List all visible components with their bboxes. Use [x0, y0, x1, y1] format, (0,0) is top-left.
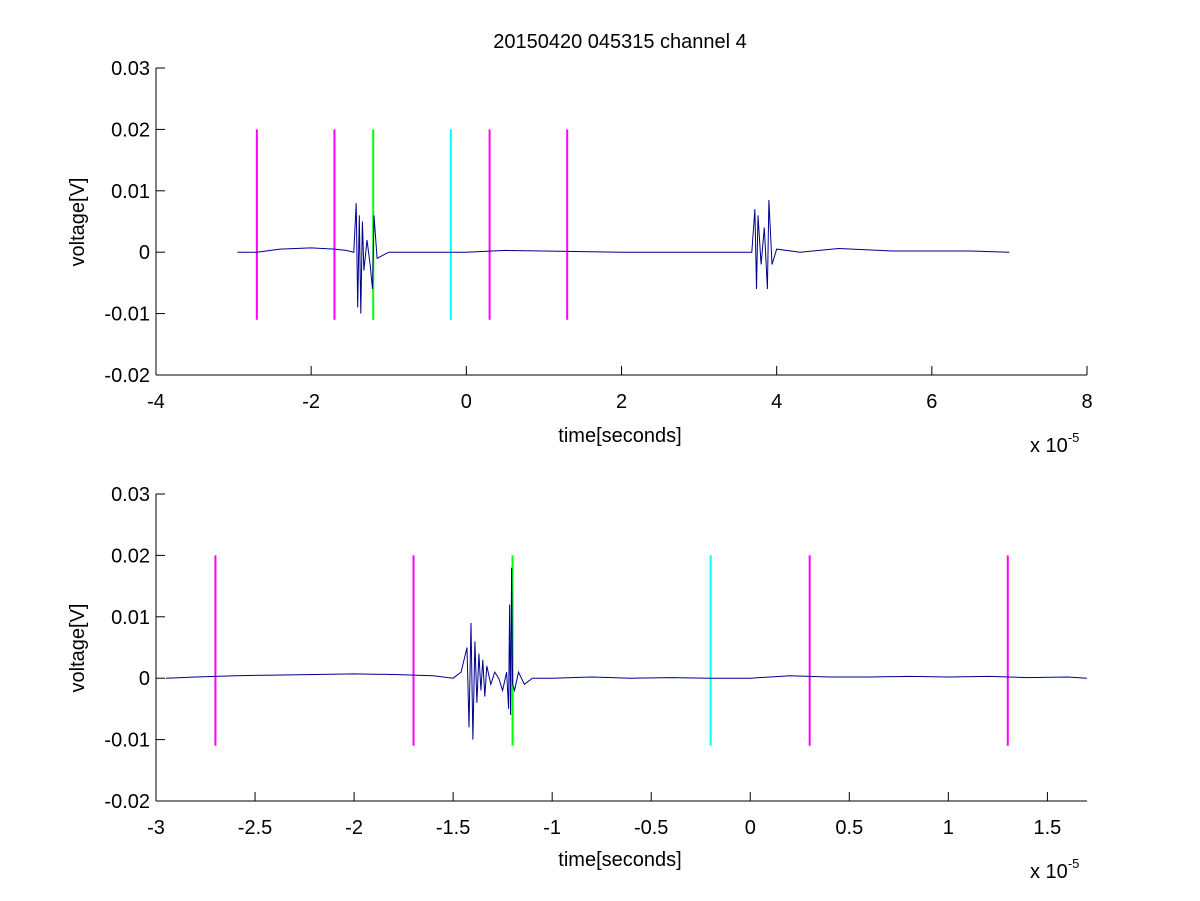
bottom-panel-y-tick-label: 0.01 [111, 607, 150, 629]
bottom-panel-x-tick-label: 0 [745, 817, 756, 839]
top-panel-x-tick-label: 6 [926, 391, 937, 413]
top-panel-y-tick-label: 0 [139, 242, 150, 264]
top-panel-y-tick-label: 0.01 [111, 181, 150, 203]
top-panel-x-tick-label: -4 [147, 391, 165, 413]
top-panel-y-tick-label: 0.02 [111, 119, 150, 141]
bottom-panel: -3 -2.5 -2 -1.5 -1 -0.5 0 0.5 1 1.5 -0.02 -0.01 0 0.0… [67, 484, 1088, 883]
top-panel-x-exponent-base: x 10 [1030, 435, 1068, 457]
bottom-panel-ticks: -3 -2.5 -2 -1.5 -1 -0.5 0 0.5 1 1.5 -0.02 -0.01 0 0.0… [104, 484, 1061, 839]
top-panel-x-exponent: x 10-5 [1030, 430, 1079, 457]
bottom-panel-y-tick-label: -0.01 [104, 730, 150, 752]
bottom-panel-axes [155, 494, 1087, 802]
top-panel-markers [255, 129, 569, 320]
bottom-panel-markers [214, 555, 1009, 746]
bottom-panel-signal [165, 567, 1088, 740]
top-panel-ticks: -4 -2 0 2 4 6 8 -0.02 -0.01 0 0.01 0.02 0.03 [104, 58, 1092, 413]
top-panel-signal [237, 199, 1010, 314]
bottom-panel-x-exponent: x 10-5 [1030, 856, 1079, 883]
bottom-panel-y-tick-label: -0.02 [104, 791, 150, 813]
top-panel: -4 -2 0 2 4 6 8 -0.02 -0.01 0 0.01 0.02 0.03 time[se… [67, 58, 1093, 457]
bottom-panel-x-tick-label: -1 [543, 817, 561, 839]
top-panel-y-tick-label: 0.03 [111, 58, 150, 80]
top-panel-y-tick-label: -0.02 [104, 365, 150, 387]
top-panel-x-tick-label: 2 [616, 391, 627, 413]
bottom-panel-x-tick-label: 1 [943, 817, 954, 839]
bottom-panel-x-tick-label: -0.5 [634, 817, 668, 839]
bottom-panel-x-exponent-base: x 10 [1030, 861, 1068, 883]
bottom-panel-x-tick-label: -1.5 [436, 817, 470, 839]
bottom-panel-y-axis-label: voltage[V] [67, 604, 89, 693]
top-panel-x-exponent-power: -5 [1068, 430, 1080, 445]
bottom-panel-x-tick-label: 1.5 [1033, 817, 1061, 839]
bottom-panel-x-tick-label: -2.5 [238, 817, 272, 839]
top-panel-x-tick-label: 8 [1081, 391, 1092, 413]
top-panel-y-axis-label: voltage[V] [67, 178, 89, 267]
top-panel-x-axis-label: time[seconds] [558, 425, 681, 447]
top-panel-signal-line [237, 199, 1010, 314]
bottom-panel-y-tick-label: 0 [139, 668, 150, 690]
bottom-panel-x-tick-label: -2 [345, 817, 363, 839]
bottom-panel-y-tick-label: 0.02 [111, 545, 150, 567]
bottom-panel-x-exponent-power: -5 [1068, 856, 1080, 871]
bottom-panel-x-axis-label: time[seconds] [558, 849, 681, 871]
bottom-panel-y-tick-label: 0.03 [111, 484, 150, 506]
top-panel-x-tick-label: 4 [771, 391, 782, 413]
top-panel-x-tick-label: 0 [461, 391, 472, 413]
figure-title: 20150420 045315 channel 4 [493, 31, 747, 53]
top-panel-x-tick-label: -2 [302, 391, 320, 413]
bottom-panel-signal-line [165, 567, 1088, 740]
bottom-panel-x-tick-label: -3 [147, 817, 165, 839]
top-panel-y-tick-label: -0.01 [104, 304, 150, 326]
bottom-panel-x-tick-label: 0.5 [835, 817, 863, 839]
